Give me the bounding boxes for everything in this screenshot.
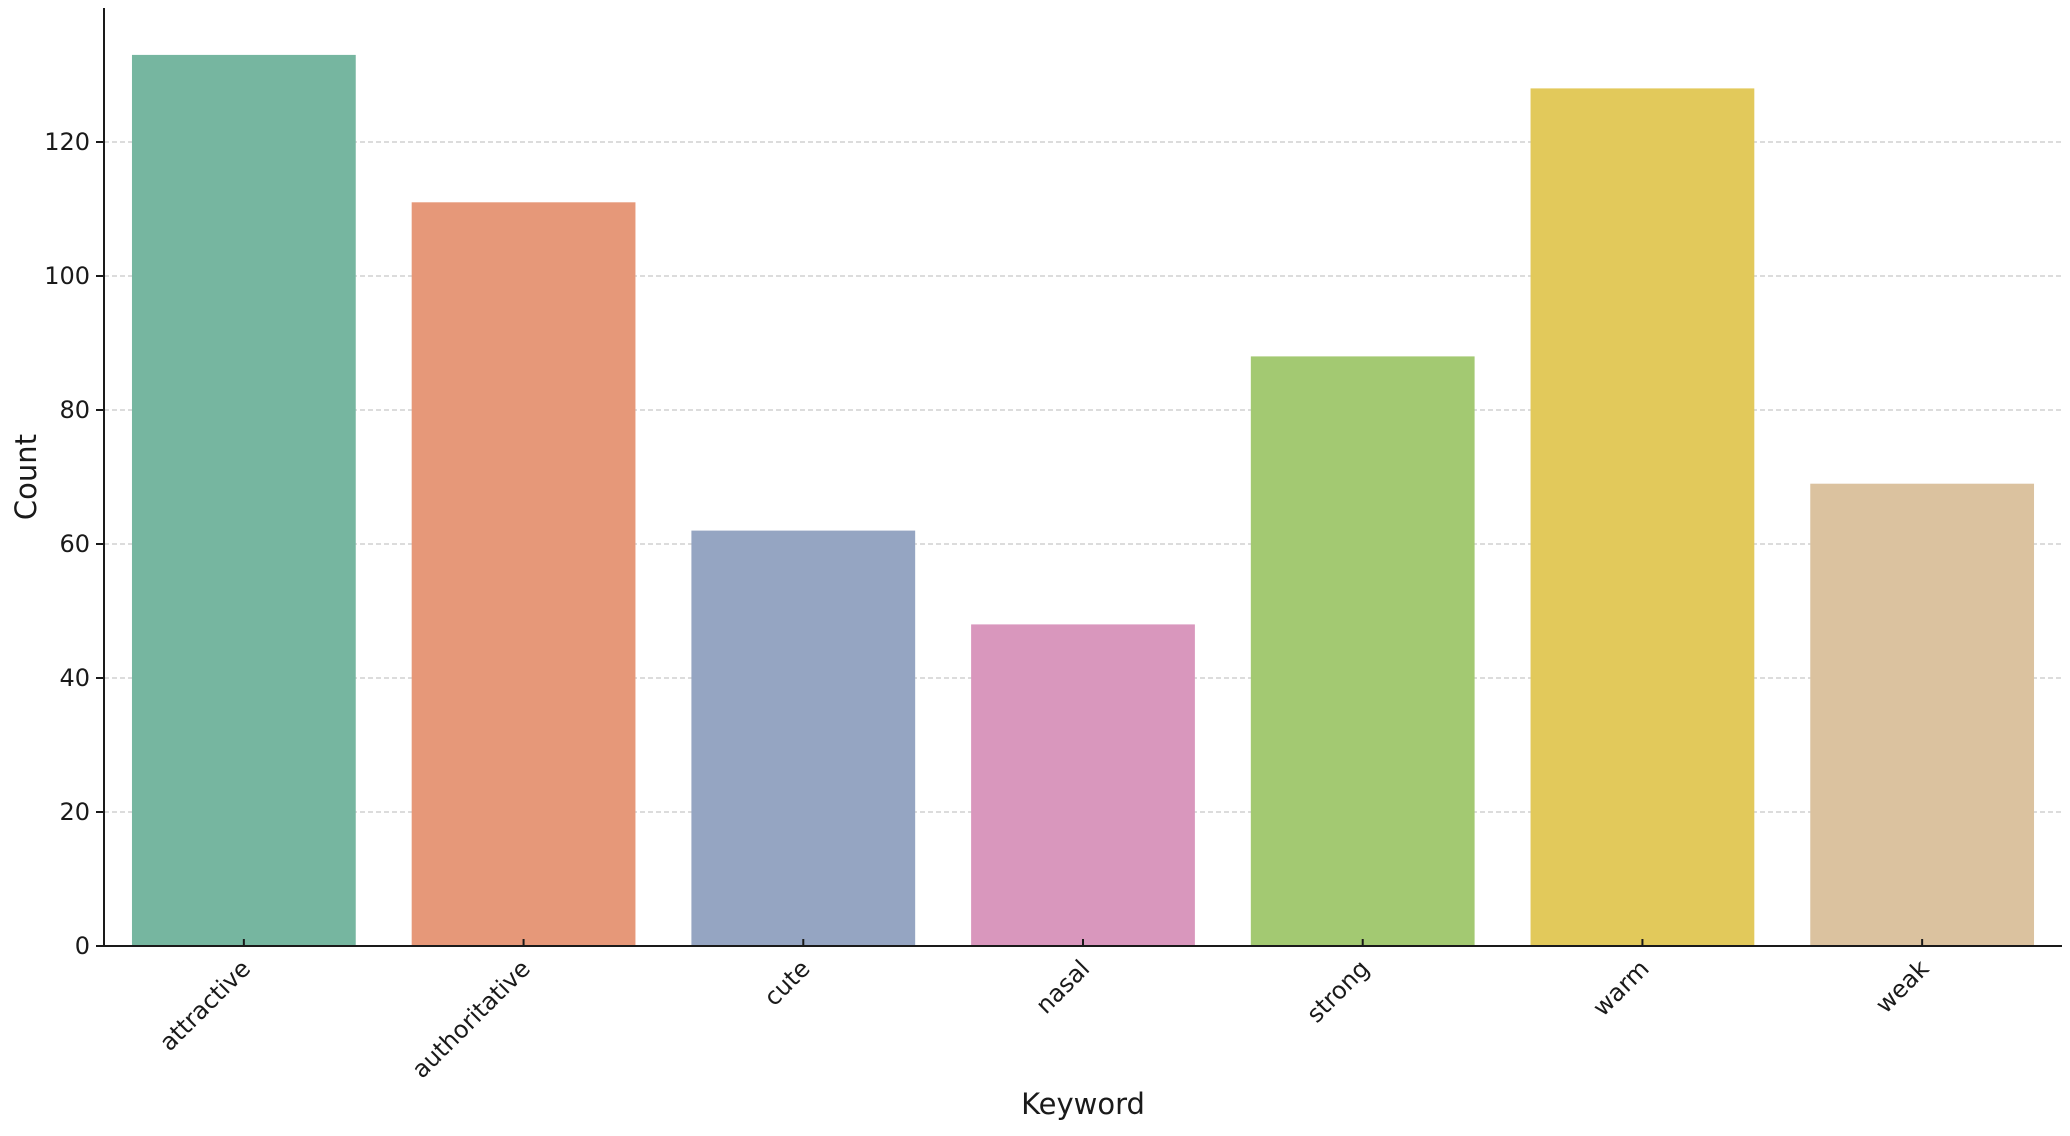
y-tick-label: 100 — [44, 262, 90, 290]
x-axis-title: Keyword — [1021, 1087, 1145, 1121]
x-tick-label: cute — [759, 954, 816, 1011]
y-tick-label: 0 — [75, 932, 90, 960]
bar-attractive — [131, 54, 356, 946]
bar-cute — [691, 530, 916, 946]
bar-strong — [1250, 356, 1475, 946]
y-tick-label: 60 — [59, 530, 90, 558]
bar-authoritative — [411, 202, 636, 947]
bar-nasal — [971, 624, 1195, 946]
x-tick-label: attractive — [154, 954, 256, 1056]
x-tick-label: warm — [1587, 954, 1654, 1021]
x-tick-label: strong — [1301, 954, 1375, 1028]
y-tick-label: 80 — [59, 396, 90, 424]
bar-weak — [1810, 483, 2035, 946]
bars — [131, 54, 2035, 947]
y-tick-label: 120 — [44, 128, 90, 156]
y-axis-title: Count — [9, 434, 43, 520]
x-tick-label: authoritative — [406, 954, 535, 1083]
x-tick-label: weak — [1870, 954, 1934, 1018]
x-tick-label: nasal — [1030, 954, 1095, 1019]
y-tick-label: 40 — [59, 664, 90, 692]
bar-warm — [1530, 88, 1755, 946]
y-tick-label: 20 — [59, 798, 90, 826]
